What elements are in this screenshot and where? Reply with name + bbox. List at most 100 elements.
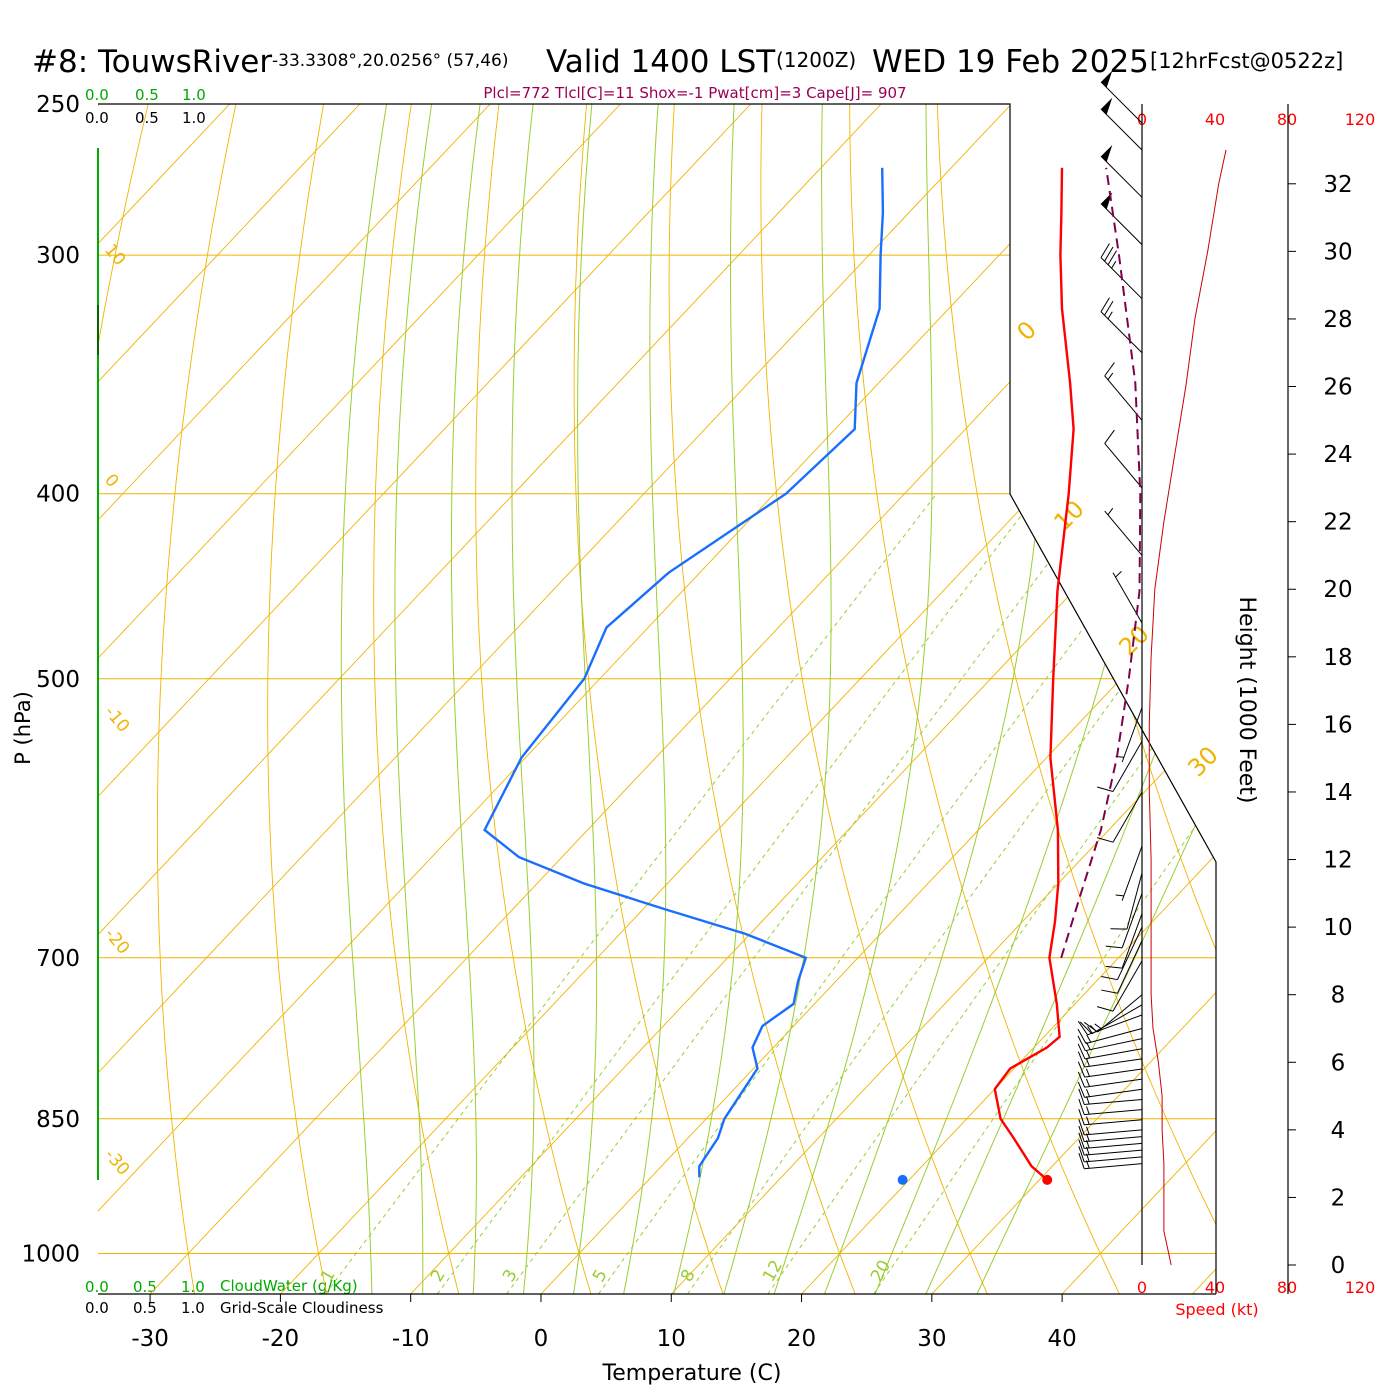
wind-barb-full	[1078, 1098, 1085, 1115]
dry-adiabat-line	[849, 104, 1120, 1294]
cloudiness-tick: 0.0	[85, 1299, 109, 1317]
wind-barb-full	[1078, 1139, 1085, 1156]
wind-barb-pennant	[1100, 97, 1113, 115]
wind-barb	[1105, 893, 1143, 949]
dry-adiabat-line	[475, 104, 592, 1294]
x-tick-label: 20	[787, 1326, 816, 1352]
cloud-water-scale-bottom: 0.0 0.5 1.0 CloudWater (g/Kg) 0.0 0.5 1.…	[85, 1277, 384, 1317]
pressure-tick-label: 500	[36, 667, 80, 693]
dry-adiabat-line	[267, 104, 328, 1294]
wind-barb-full	[1078, 1109, 1085, 1125]
height-tick-label: 32	[1323, 172, 1352, 198]
indices-line: Plcl=772 Tlcl[C]=11 Shox=-1 Pwat[cm]=3 C…	[483, 84, 906, 102]
dry-adiabat-line	[1024, 104, 1216, 1294]
forecast-label: [12hrFcst@0522z]	[1150, 49, 1343, 73]
height-tick-label: 12	[1323, 848, 1352, 874]
x-axis-title: Temperature (C)	[602, 1361, 782, 1386]
wind-barb-half	[1085, 1068, 1090, 1077]
mixing-ratio-line	[598, 493, 1184, 1294]
wind-barb-staff	[1084, 1088, 1143, 1098]
wind-barb-full	[1077, 1071, 1086, 1088]
isotherm-line	[931, 104, 1216, 1294]
plot-frame-right	[98, 103, 1217, 1294]
speed-tick: 40	[1205, 110, 1225, 129]
wind-barb-staff	[1117, 940, 1143, 994]
wind-barb-full	[1107, 250, 1117, 265]
wind-barb	[1100, 297, 1143, 354]
wind-barb-full	[1078, 1146, 1085, 1163]
moist-adiabat-line	[511, 104, 535, 1294]
wind-barb-full	[1104, 300, 1114, 316]
wind-barb-staff	[1091, 1004, 1143, 1035]
wind-barb	[1078, 1146, 1143, 1163]
speed-tick: 120	[1345, 110, 1376, 129]
wind-barb	[1100, 70, 1143, 124]
surface-temperature-dot	[1042, 1174, 1053, 1185]
dewpoint-line	[483, 167, 885, 1178]
isotherm-line	[670, 104, 1216, 1294]
wind-barb-full	[1078, 1119, 1085, 1136]
moist-adiabat-line	[976, 104, 1216, 1294]
wind-barb-staff	[1097, 994, 1143, 1033]
utc-time: (1200Z)	[776, 48, 856, 72]
sounding-traces	[483, 167, 1142, 1185]
isotherm-line	[1323, 104, 1400, 1294]
valid-date: WED 19 Feb 2025	[872, 44, 1149, 80]
wind-barb-staff	[1084, 1149, 1143, 1156]
isotherm-line	[98, 104, 752, 1294]
station-coords: -33.3308°,20.0256° (57,46)	[272, 51, 508, 71]
speed-tick: 80	[1277, 1278, 1297, 1297]
wind-barb-staff	[1121, 845, 1143, 901]
wind-barb-full	[1101, 976, 1118, 981]
height-tick-label: 28	[1323, 307, 1352, 333]
wind-barb	[1097, 741, 1143, 792]
cloud-water-tick: 0.0	[85, 86, 109, 104]
wind-barb-half	[1115, 571, 1122, 578]
wind-barb-full	[1105, 965, 1123, 969]
dry-adiabat-label: -30	[100, 1145, 133, 1179]
wind-barb	[1077, 1081, 1143, 1098]
mixing-ratio-label: 8	[677, 1266, 700, 1285]
isotherm-line	[98, 104, 1143, 1294]
wind-barb-staff	[1104, 443, 1143, 489]
x-tick-label: 0	[534, 1326, 549, 1352]
isotherm-line	[1192, 104, 1216, 1294]
pressure-tick-label: 400	[36, 482, 80, 508]
wind-barb-staff	[1112, 960, 1143, 1012]
wind-barb-full	[1101, 989, 1118, 994]
wind-barb-half	[1107, 311, 1113, 320]
wind-barb	[1110, 872, 1143, 930]
wind-barb	[1097, 791, 1143, 843]
wind-barb-staff	[1121, 913, 1143, 969]
cloud-water-tick: 0.5	[135, 86, 159, 104]
height-tick-label: 30	[1323, 239, 1352, 265]
wind-barb-staff	[1100, 108, 1143, 151]
mixing-ratio-line	[506, 493, 1101, 1294]
station-title: #8: TouwsRiver	[32, 44, 272, 80]
wind-barb	[1078, 1139, 1143, 1156]
isotherm-label: 30	[1182, 741, 1223, 782]
wind-barb-full	[1100, 243, 1110, 258]
moist-adiabat-line	[450, 104, 481, 1294]
x-tick-label: -20	[262, 1326, 300, 1352]
isotherm-line	[540, 104, 1216, 1294]
height-tick-label: 8	[1331, 983, 1346, 1009]
wind-barb-staff	[1121, 707, 1143, 763]
moist-adiabat-line	[925, 104, 1216, 1294]
wind-barb	[1104, 362, 1143, 421]
isotherm-line	[149, 104, 1216, 1294]
wind-barb-full	[1077, 1020, 1088, 1036]
dry-adiabat-label: 0	[100, 470, 122, 491]
wind-speed-line	[1148, 149, 1227, 1266]
cloud-water-tick: 1.0	[181, 1278, 205, 1296]
speed-axis: 0 40 80 120 0 40 80 120 Speed (kt)	[1137, 110, 1375, 1319]
wind-barb	[1104, 429, 1143, 489]
wind-barb-full	[1077, 1043, 1086, 1060]
cloudiness-tick: 1.0	[181, 1299, 205, 1317]
wind-barb-full	[1077, 1061, 1086, 1078]
wind-barb	[1097, 960, 1143, 1012]
wind-barb	[1083, 994, 1143, 1033]
mixing-ratio-label: 12	[759, 1257, 787, 1286]
wind-barb-full	[1079, 1021, 1093, 1035]
moist-adiabat-line	[874, 104, 1189, 1294]
